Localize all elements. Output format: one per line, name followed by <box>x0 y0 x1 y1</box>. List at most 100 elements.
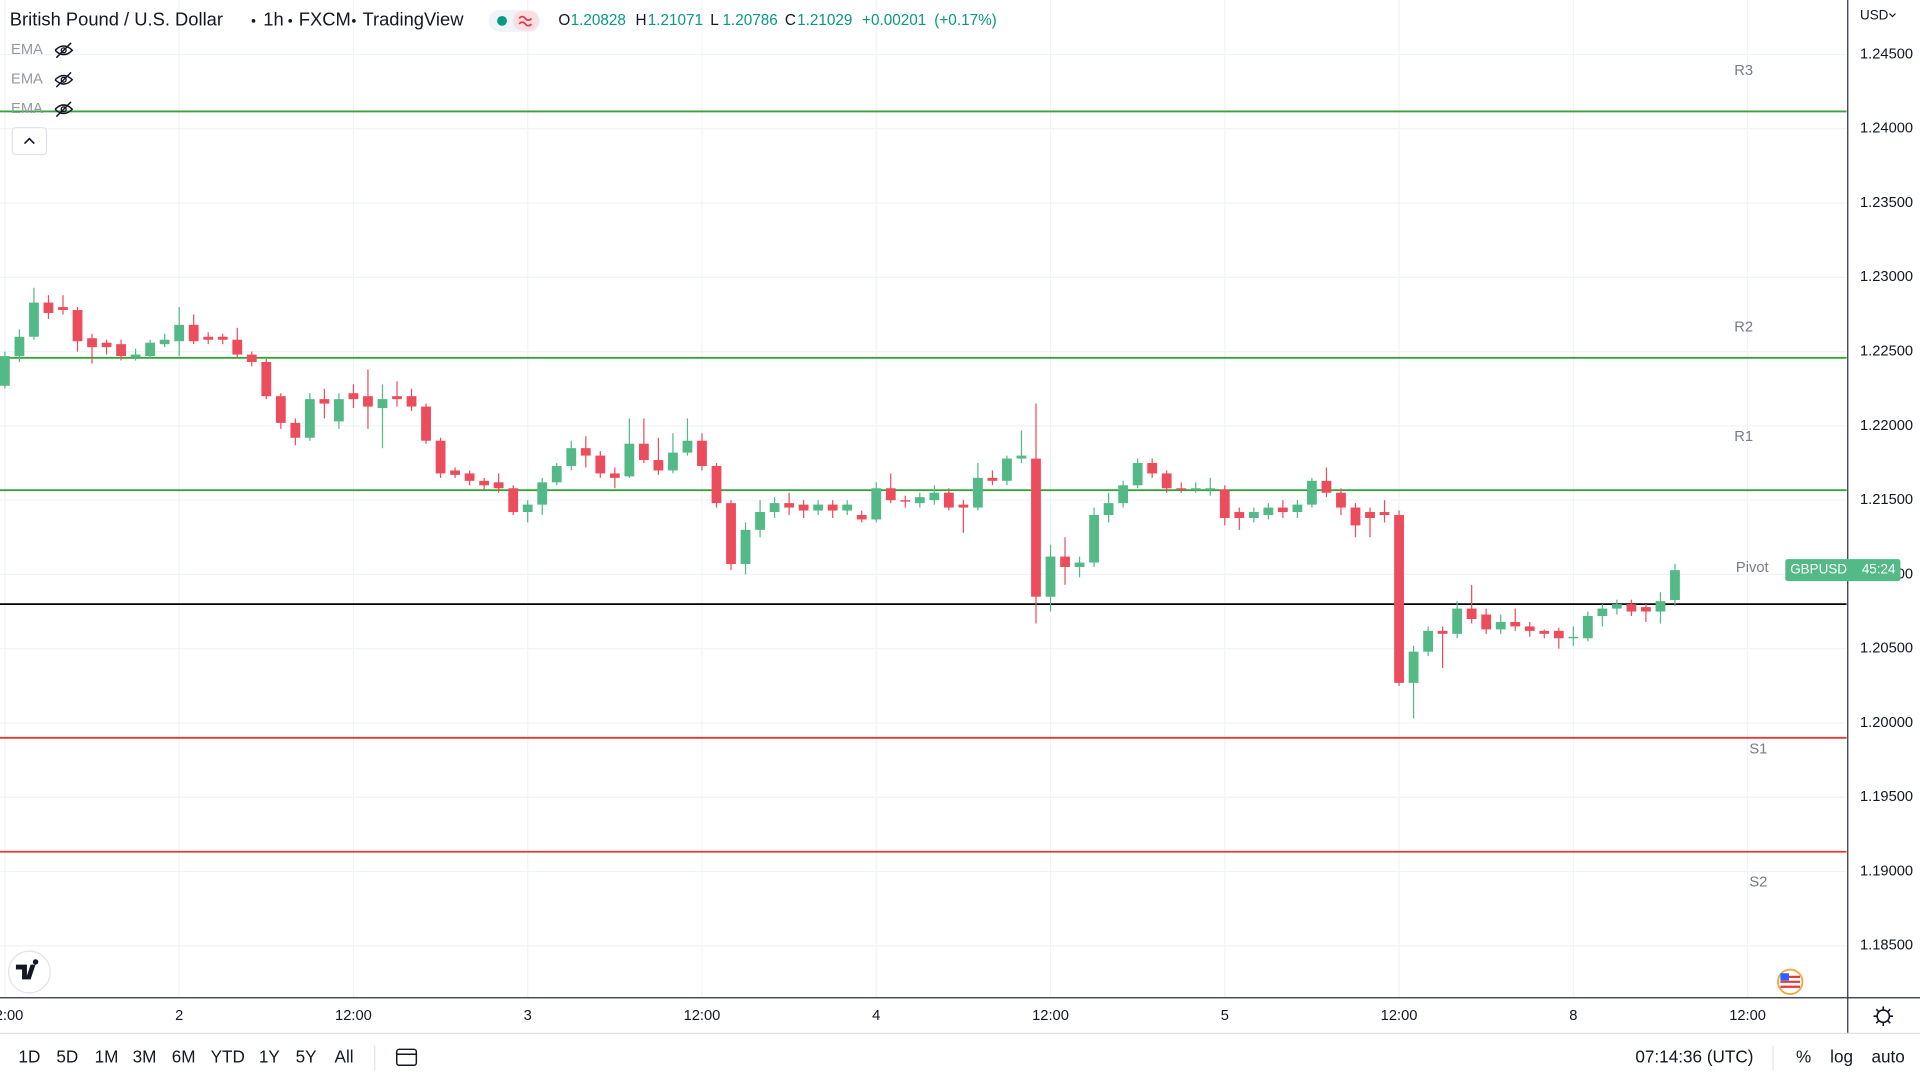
symbol-name: British Pound / U.S. Dollar <box>10 9 223 30</box>
hidden-eye-icon[interactable] <box>54 71 74 88</box>
candle-body <box>43 302 54 313</box>
candle-body <box>87 338 97 348</box>
candle-body <box>0 356 10 386</box>
range-button[interactable]: All <box>335 1046 354 1066</box>
candle-body <box>682 440 693 453</box>
candle-body <box>1147 463 1158 474</box>
candle-body <box>1336 492 1346 508</box>
candle-body <box>14 336 25 357</box>
candle-body <box>769 503 780 513</box>
time-tick-label: 12:00 <box>0 1008 23 1024</box>
hidden-eye-icon[interactable] <box>54 42 74 59</box>
scale-option[interactable]: % <box>1796 1046 1811 1066</box>
axes: 1.24500 1.24000 1.23500 1.23000 1.22500 1.220… <box>0 46 1913 1024</box>
candle-body <box>842 504 853 511</box>
candle-body <box>1002 458 1012 481</box>
price-tick-label: 1.20500 <box>1860 641 1913 657</box>
candle-body <box>1089 515 1099 563</box>
candle-body <box>813 504 824 511</box>
time-tick-label: 3 <box>524 1008 532 1024</box>
candle-body <box>450 470 460 475</box>
range-button[interactable]: YTD <box>211 1046 245 1066</box>
currency[interactable]: USD <box>1860 8 1889 23</box>
collapse-icon <box>23 137 35 145</box>
candle-body <box>493 482 504 489</box>
candle-body <box>1670 570 1680 600</box>
candle-body <box>580 448 591 456</box>
pivot-label: R3 <box>1734 63 1753 79</box>
scale-option[interactable]: log <box>1830 1046 1853 1066</box>
range-button[interactable]: 3M <box>133 1046 157 1066</box>
price-tick-label: 1.19500 <box>1860 789 1913 805</box>
clock[interactable]: 07:14:36 (UTC) <box>1635 1046 1753 1066</box>
source: TradingView <box>362 9 464 30</box>
candle-body <box>1292 504 1303 513</box>
price-tick-label: 1.19000 <box>1860 863 1913 879</box>
candle-body <box>1524 626 1535 631</box>
pivot-levels: R3 R2 R1 Pivot S1 S2 <box>0 63 1847 890</box>
candle-body <box>261 362 272 397</box>
candle-body <box>1641 607 1651 612</box>
goto-date-icon[interactable] <box>396 1048 418 1067</box>
candle-body <box>1190 488 1201 490</box>
candle-body <box>1611 604 1622 609</box>
time-tick-label: 12:00 <box>1729 1008 1766 1024</box>
interval: 1h <box>263 9 283 30</box>
eye-pupil <box>60 106 67 113</box>
time-tick-label: 4 <box>872 1008 880 1024</box>
indicator-name[interactable]: EMA <box>11 101 43 117</box>
candle-body <box>479 480 490 486</box>
range-button[interactable]: 1M <box>95 1046 119 1066</box>
range-button[interactable]: 1Y <box>259 1046 281 1066</box>
status-dot <box>497 15 507 26</box>
collapse-button[interactable] <box>11 127 48 156</box>
candle-body <box>159 339 170 345</box>
eye-pupil <box>60 47 67 54</box>
candle-body <box>1321 480 1332 493</box>
candle-body <box>130 354 141 358</box>
candle-body <box>421 406 431 441</box>
candle-body <box>1582 616 1593 639</box>
candle-body <box>1495 621 1506 630</box>
scale-option[interactable]: auto <box>1871 1046 1904 1066</box>
range-button[interactable]: 5D <box>56 1046 78 1066</box>
time-tick-label: 12:00 <box>684 1008 721 1024</box>
range-button[interactable]: 5Y <box>296 1046 318 1066</box>
separator <box>288 19 293 23</box>
candle-body <box>784 503 795 508</box>
ohlc-key: L <box>710 12 719 29</box>
candle-body <box>929 492 940 501</box>
candle-body <box>1350 507 1361 526</box>
candle-body <box>1379 512 1390 516</box>
price-tick-label: 1.24500 <box>1860 46 1913 62</box>
candle-body <box>711 465 722 504</box>
candle-body <box>319 399 330 404</box>
indicator-name[interactable]: EMA <box>11 72 43 88</box>
candle-body <box>1016 455 1027 459</box>
candle-body <box>1655 601 1666 612</box>
settings-teeth <box>1873 1006 1894 1026</box>
candle-body <box>740 529 751 565</box>
ohlc-value: 1.21029 <box>797 12 852 29</box>
candle-body <box>1307 480 1317 505</box>
candle-body <box>116 344 126 357</box>
candle-body <box>348 393 359 400</box>
candle-body <box>537 482 548 505</box>
candle-body <box>58 307 68 311</box>
ohlc-legend: O 1.20828 H 1.21071 L 1.20786 C 1.21029 +0.00201… <box>558 12 996 29</box>
candle-body <box>1045 556 1056 597</box>
range-button[interactable]: 1D <box>18 1046 40 1066</box>
time-tick-label: 12:00 <box>1032 1008 1069 1024</box>
pivot-label: R1 <box>1734 429 1753 445</box>
time-tick-label: 12:00 <box>335 1008 372 1024</box>
candle-body <box>1539 630 1550 634</box>
candle-body <box>1510 621 1521 627</box>
indicator-name[interactable]: EMA <box>11 42 43 58</box>
candle-body <box>1466 608 1477 619</box>
candle-body <box>217 336 228 340</box>
badge-symbol: GBPUSD <box>1790 562 1847 577</box>
hidden-eye-icon[interactable] <box>54 101 74 118</box>
range-button[interactable]: 6M <box>172 1046 196 1066</box>
